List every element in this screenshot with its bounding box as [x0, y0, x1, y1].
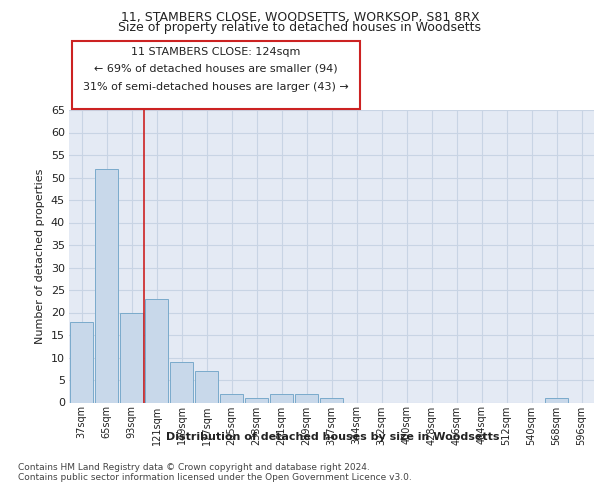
Bar	[270, 394, 293, 402]
Y-axis label: Number of detached properties: Number of detached properties	[35, 168, 45, 344]
Bar	[195, 371, 218, 402]
Bar	[145, 299, 168, 403]
FancyBboxPatch shape	[71, 42, 361, 108]
Bar	[70, 322, 93, 402]
Bar	[220, 394, 243, 402]
Bar	[320, 398, 343, 402]
Text: 11 STAMBERS CLOSE: 124sqm: 11 STAMBERS CLOSE: 124sqm	[131, 47, 301, 57]
Bar	[545, 398, 568, 402]
Text: Size of property relative to detached houses in Woodsetts: Size of property relative to detached ho…	[119, 21, 482, 34]
Bar	[245, 398, 268, 402]
Bar	[120, 312, 143, 402]
Text: Distribution of detached houses by size in Woodsetts: Distribution of detached houses by size …	[166, 432, 500, 442]
Text: ← 69% of detached houses are smaller (94): ← 69% of detached houses are smaller (94…	[94, 63, 338, 73]
Text: 31% of semi-detached houses are larger (43) →: 31% of semi-detached houses are larger (…	[83, 82, 349, 92]
Bar	[95, 168, 118, 402]
Bar	[170, 362, 193, 403]
Text: Contains public sector information licensed under the Open Government Licence v3: Contains public sector information licen…	[18, 472, 412, 482]
Bar	[295, 394, 318, 402]
Text: 11, STAMBERS CLOSE, WOODSETTS, WORKSOP, S81 8RX: 11, STAMBERS CLOSE, WOODSETTS, WORKSOP, …	[121, 11, 479, 24]
Text: Contains HM Land Registry data © Crown copyright and database right 2024.: Contains HM Land Registry data © Crown c…	[18, 462, 370, 471]
